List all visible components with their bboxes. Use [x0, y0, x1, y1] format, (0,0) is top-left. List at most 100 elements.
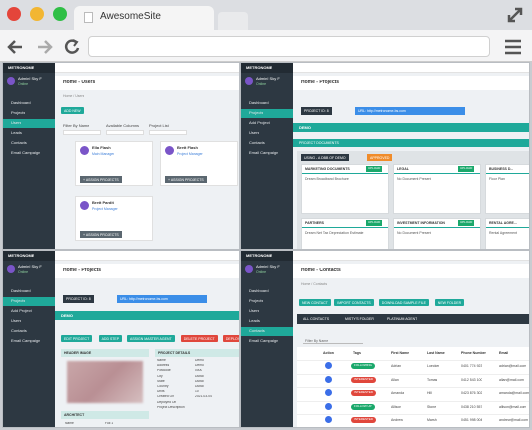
- top-bar: [293, 251, 529, 261]
- nav-item[interactable]: Contacts: [11, 141, 27, 145]
- nav-item[interactable]: Users: [249, 309, 260, 313]
- button[interactable]: ASSIGN MASTER AGENT: [127, 335, 175, 342]
- nav-item[interactable]: Dashboard: [11, 101, 31, 105]
- address-bar[interactable]: [88, 36, 490, 57]
- nav-item[interactable]: Projects: [11, 111, 26, 115]
- nav-item[interactable]: Leads: [249, 319, 260, 323]
- nav-item[interactable]: Users: [11, 121, 22, 125]
- nav-item[interactable]: Contacts: [249, 329, 265, 333]
- user-status: Online: [256, 270, 267, 274]
- nav-item[interactable]: Contacts: [249, 141, 265, 145]
- nav-item[interactable]: Email Campaign: [249, 151, 279, 155]
- top-bar: [55, 251, 239, 261]
- row-line: [297, 360, 529, 361]
- user-name: Admin! Sky F: [256, 77, 280, 81]
- cell: andrew@mail.com: [499, 418, 529, 422]
- button[interactable]: DELETE PROJECT: [180, 335, 218, 342]
- nav-item[interactable]: Projects: [249, 299, 264, 303]
- user-name: Admin! Sky F: [256, 265, 280, 269]
- nav-item[interactable]: Email Campaign: [249, 339, 279, 343]
- nav-item[interactable]: Users: [11, 319, 22, 323]
- edit-icon[interactable]: [325, 389, 332, 396]
- tag: FOLLOW UP: [351, 403, 375, 410]
- card-button[interactable]: + ASSIGN PROJECTS: [80, 231, 122, 238]
- new-tab[interactable]: [218, 12, 248, 30]
- upload-button[interactable]: UPLOAD: [458, 220, 475, 226]
- breadcrumb: Home / Users: [63, 94, 85, 98]
- cell: allison@mail.com: [499, 404, 527, 409]
- folder-tab[interactable]: ALL CONTACTS: [303, 317, 330, 321]
- button[interactable]: NEW FOLDER: [434, 299, 465, 306]
- document-card: PARTNERS UPLOAD Dream Net Tax Depreciation…: [301, 218, 389, 249]
- section-band: DEMO: [293, 123, 529, 132]
- card-button[interactable]: + ASSIGN PROJECTS: [165, 176, 207, 183]
- sidebar: METRONOME Admin! Sky F Online Dashboard Proj…: [3, 63, 55, 249]
- filter-input[interactable]: Filter By Name: [303, 337, 363, 344]
- edit-icon[interactable]: [325, 375, 332, 383]
- nav-item[interactable]: Projects: [249, 111, 264, 115]
- maximize-button[interactable]: [53, 7, 67, 21]
- nav-item[interactable]: Dashboard: [249, 101, 269, 105]
- nav-item[interactable]: Leads: [11, 131, 22, 135]
- cell: Allan: [391, 377, 399, 382]
- tab[interactable]: [74, 6, 214, 30]
- button[interactable]: ADD STEP: [98, 335, 123, 342]
- button[interactable]: IMPORT CONTACTS: [334, 299, 374, 306]
- column-header: Email: [499, 351, 509, 355]
- cell: Hill: [427, 391, 432, 395]
- button[interactable]: DOWNLOAD SAMPLE FILE: [378, 299, 429, 306]
- detail-value: 10: [195, 390, 199, 394]
- filter-input[interactable]: [106, 130, 144, 135]
- button[interactable]: NEW CONTACT: [299, 299, 331, 306]
- folder-tab[interactable]: MISTY'S FOLDER: [345, 317, 374, 321]
- button[interactable]: DEPLOY: [222, 335, 239, 342]
- avatar: [7, 265, 15, 273]
- button[interactable]: ADD NEW: [61, 107, 84, 114]
- nav-item[interactable]: Add Project: [11, 309, 32, 313]
- nav-item[interactable]: Add Project: [249, 121, 270, 125]
- project-url[interactable]: URL: http://metronome-bs.com: [355, 107, 465, 115]
- document-card: BUSINESS D...UPLOADFloor Plan: [485, 164, 529, 214]
- sidebar: METRONOME Admin! Sky F Online Dashboard Proj…: [241, 63, 293, 249]
- filter-input[interactable]: [149, 130, 187, 135]
- cell: Amanda: [391, 391, 405, 395]
- nav-buttons[interactable]: [6, 38, 86, 56]
- menu-icon[interactable]: [504, 39, 522, 55]
- top-bar: [55, 63, 239, 73]
- nav-item[interactable]: Users: [249, 131, 260, 135]
- upload-button[interactable]: UPLOAD: [458, 166, 475, 172]
- document-line: [486, 173, 529, 174]
- project-url[interactable]: URL: http://metronome-bs.com: [117, 295, 207, 303]
- card-button[interactable]: + ASSIGN PROJECTS: [80, 176, 122, 183]
- avatar: [245, 265, 253, 273]
- app-panel: METRONOME Admin! Sky F Online Dashboard Proj…: [2, 62, 240, 250]
- filter-input[interactable]: [63, 130, 101, 135]
- expand-icon[interactable]: [506, 6, 524, 24]
- brand: METRONOME: [246, 66, 273, 70]
- nav-active: [3, 119, 55, 128]
- folder-title: USING - A DBB OF DEMO: [301, 154, 349, 161]
- upload-button[interactable]: UPLOAD: [366, 166, 383, 172]
- nav-item[interactable]: Contacts: [11, 329, 27, 333]
- tab-title[interactable]: AwesomeSite: [100, 11, 161, 22]
- edit-icon[interactable]: [325, 362, 332, 369]
- nav-item[interactable]: Dashboard: [11, 289, 31, 293]
- column-header: Tags: [353, 351, 361, 355]
- subheading-band: PROJECT DOCUMENTS: [293, 139, 529, 147]
- button[interactable]: EDIT PROJECT: [61, 335, 93, 342]
- folder-tab[interactable]: PLATINUM AGENT: [387, 317, 418, 321]
- brand: METRONOME: [8, 254, 35, 258]
- nav-item[interactable]: Dashboard: [249, 289, 269, 293]
- edit-icon[interactable]: [325, 402, 332, 410]
- upload-button[interactable]: UPLOAD: [366, 220, 383, 226]
- header-image-band: HEADER IMAGE: [61, 349, 149, 357]
- nav-item[interactable]: Email Campaign: [11, 339, 41, 343]
- minimize-button[interactable]: [30, 7, 44, 21]
- edit-icon[interactable]: [325, 416, 332, 423]
- document-title: INVESTMENT INFORMATION: [397, 221, 445, 225]
- close-button[interactable]: [7, 7, 21, 21]
- cell: 0401 774 923: [461, 364, 483, 368]
- nav-item[interactable]: Email Campaign: [11, 151, 41, 155]
- nav-item[interactable]: Projects: [11, 299, 26, 303]
- document-body: Rental Agreement: [489, 231, 518, 235]
